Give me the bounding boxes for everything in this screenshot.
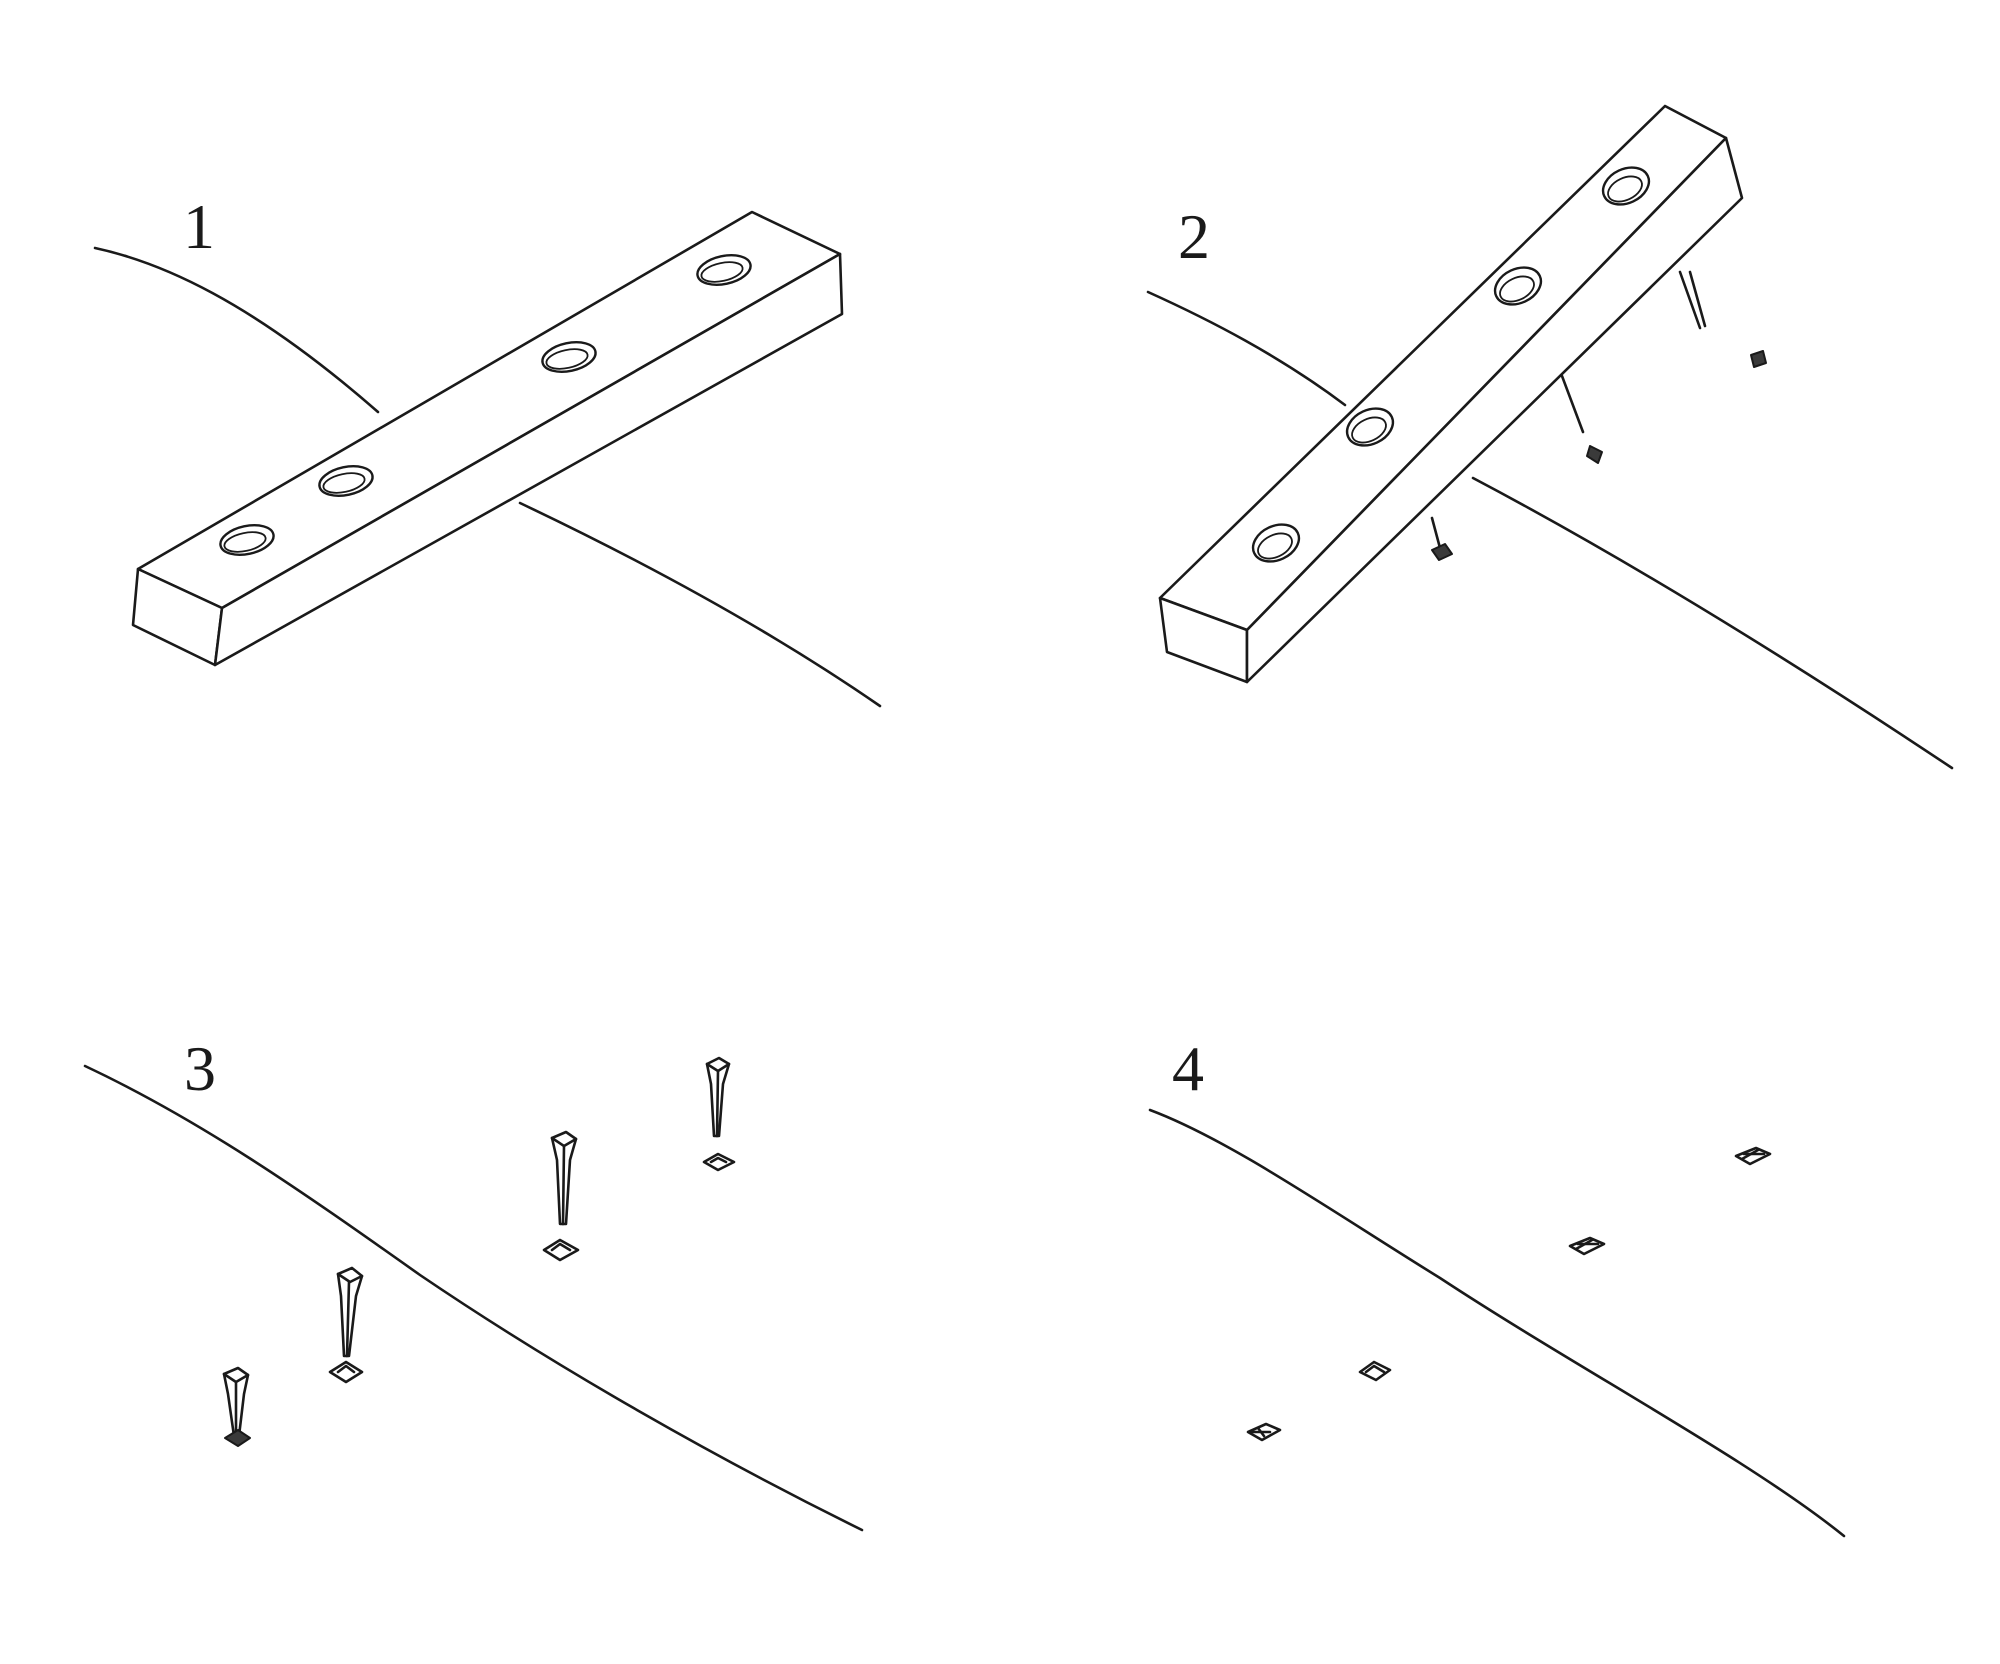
- panel-2-nail-hole-3: [1750, 350, 1767, 368]
- panel-3-peg-3: [542, 1130, 580, 1262]
- panel-4: 4: [1148, 1033, 1846, 1538]
- panel-3-peg-hole-3: [542, 1238, 580, 1262]
- panel-3-pegs: [222, 1056, 736, 1447]
- panel-1-edge-line-continued: [518, 501, 882, 708]
- panel-2-nail-2: [1560, 374, 1585, 434]
- panel-3-edge-line: [83, 1064, 864, 1532]
- panel-4-holes: [1246, 1146, 1772, 1442]
- panel-3-peg-hole-4: [702, 1152, 736, 1172]
- panel-4-hole-3: [1568, 1236, 1606, 1256]
- panel-2-nail-1: [1430, 516, 1442, 550]
- panel-3-peg-1: [222, 1366, 251, 1447]
- panel-4-hole-4: [1734, 1146, 1772, 1166]
- panel-2-nail-hole-2: [1586, 445, 1603, 464]
- panel-1: 1: [93, 191, 882, 708]
- panel-4-hole-2: [1358, 1360, 1392, 1382]
- panel-3: 3: [83, 1033, 864, 1532]
- panel-2-edge-line: [1146, 290, 1347, 407]
- panel-2: 2: [1146, 104, 1954, 770]
- panel-2-board: [1158, 104, 1744, 684]
- panel-4-hole-1: [1246, 1422, 1282, 1442]
- panel-1-edge-line: [93, 246, 380, 414]
- panel-2-edge-line-continued: [1471, 476, 1954, 770]
- panel-2-nails: [1430, 270, 1767, 561]
- panel-3-number: 3: [184, 1033, 216, 1104]
- panel-2-board-side: [1245, 136, 1744, 684]
- panel-1-number: 1: [183, 191, 215, 262]
- panel-3-peg-hole-1: [224, 1429, 251, 1447]
- panel-4-number: 4: [1172, 1033, 1204, 1104]
- panel-1-board-side: [213, 252, 844, 667]
- panel-1-board: [131, 210, 844, 667]
- panel-4-edge-line: [1148, 1108, 1846, 1538]
- panel-2-number: 2: [1178, 201, 1210, 272]
- panel-2-nail-hole-1: [1431, 543, 1453, 561]
- panel-2-nail-3: [1678, 270, 1702, 330]
- panel-3-peg-hole-2: [328, 1360, 364, 1384]
- panel-3-peg-2: [328, 1266, 364, 1384]
- panel-3-peg-4: [702, 1056, 736, 1172]
